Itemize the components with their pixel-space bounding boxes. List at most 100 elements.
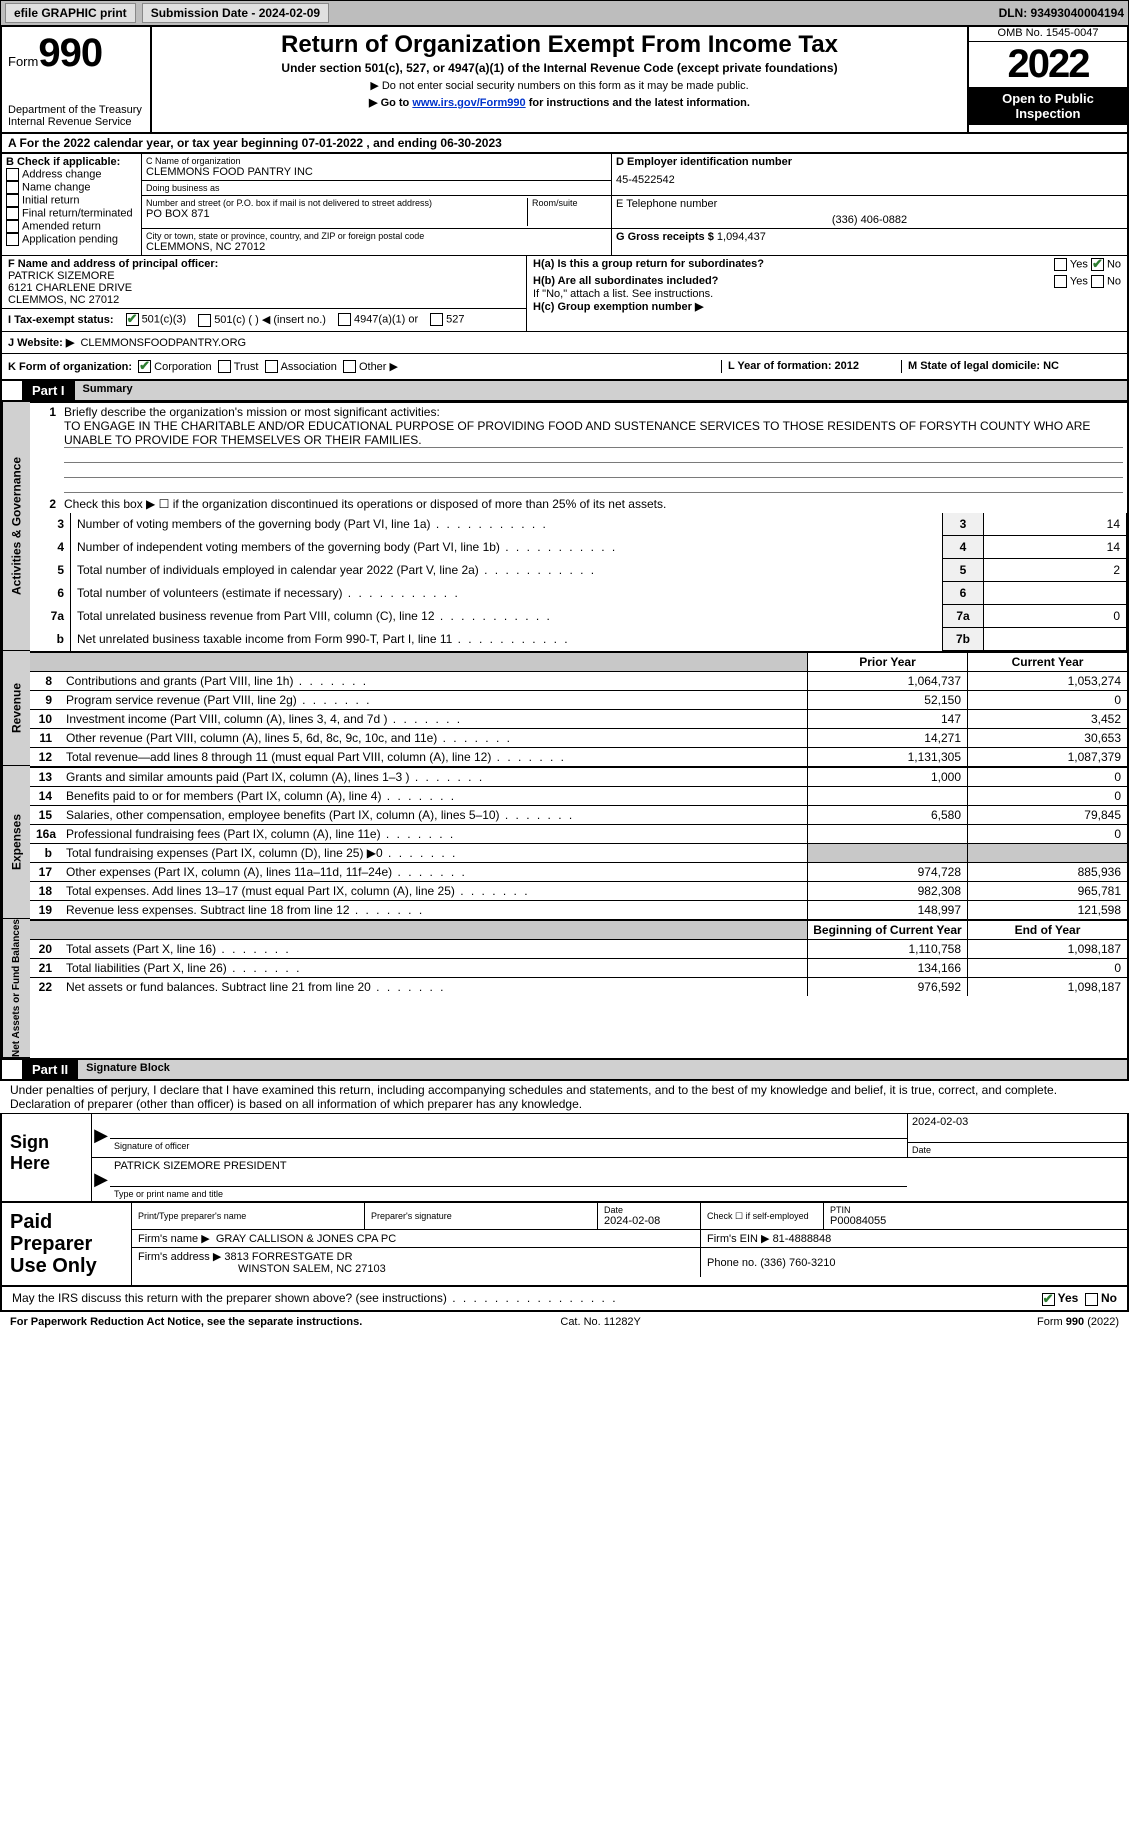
line-desc: Total unrelated business revenue from Pa…: [71, 605, 943, 628]
officer-signature-field[interactable]: [110, 1114, 907, 1139]
line-num: 20: [30, 939, 60, 958]
i-501c[interactable]: 501(c) ( ) ◀ (insert no.): [198, 313, 326, 327]
prior-val: 1,000: [807, 767, 967, 786]
k-assoc[interactable]: Association: [265, 361, 337, 373]
tab-netassets: Net Assets or Fund Balances: [2, 919, 30, 1058]
firm-addr2: WINSTON SALEM, NC 27103: [238, 1263, 386, 1275]
submission-date-button[interactable]: Submission Date - 2024-02-09: [142, 3, 329, 23]
sig-date-label: Date: [908, 1143, 1127, 1157]
line-desc: Total number of individuals employed in …: [71, 559, 943, 582]
i-label: I Tax-exempt status:: [8, 314, 114, 326]
prior-val: [807, 824, 967, 843]
line-num: b: [30, 628, 71, 651]
i-501c3[interactable]: 501(c)(3): [126, 313, 187, 326]
line-val: 2: [984, 559, 1127, 582]
e-phone-value: (336) 406-0882: [616, 214, 1123, 226]
current-val: 3,452: [967, 709, 1127, 728]
discuss-no[interactable]: No: [1085, 1291, 1117, 1305]
prep-check-label[interactable]: Check ☐ if self-employed: [707, 1211, 817, 1222]
form-subtitle: Under section 501(c), 527, or 4947(a)(1)…: [158, 61, 961, 75]
line-val: 14: [984, 536, 1127, 559]
box-b-label: B Check if applicable:: [6, 156, 137, 168]
f-line1: PATRICK SIZEMORE: [8, 270, 115, 282]
current-val: 121,598: [967, 900, 1127, 919]
line-num: 9: [30, 690, 60, 709]
current-val: 1,098,187: [967, 939, 1127, 958]
c-street-value: PO BOX 871: [146, 208, 527, 220]
current-val: 0: [967, 824, 1127, 843]
line-num: 15: [30, 805, 60, 824]
line-num: 7a: [30, 605, 71, 628]
k-other[interactable]: Other ▶: [343, 361, 398, 373]
line-box: 6: [943, 582, 984, 605]
arrow-icon: ▶: [92, 1114, 110, 1157]
b-opt-pending[interactable]: Application pending: [6, 233, 137, 246]
line-num: 22: [30, 977, 60, 996]
line-desc: Grants and similar amounts paid (Part IX…: [60, 767, 807, 786]
c-street-label: Number and street (or P.O. box if mail i…: [146, 198, 527, 208]
h-b-no[interactable]: No: [1091, 275, 1121, 288]
firm-addr1: 3813 FORRESTGATE DR: [224, 1251, 352, 1263]
line-desc: Contributions and grants (Part VIII, lin…: [60, 671, 807, 690]
h-b-yes[interactable]: Yes: [1054, 275, 1088, 288]
k-corp[interactable]: Corporation: [138, 361, 211, 373]
firm-ein-label: Firm's EIN ▶: [707, 1233, 770, 1245]
tax-year: 2022: [969, 42, 1127, 87]
prep-ptin-label: PTIN: [830, 1205, 1121, 1215]
c-room-label: Room/suite: [532, 198, 607, 208]
b-opt-name[interactable]: Name change: [6, 181, 137, 194]
c-city-value: CLEMMONS, NC 27012: [146, 241, 607, 253]
d-ein-value: 45-4522542: [616, 174, 1123, 186]
department-label: Department of the Treasury Internal Reve…: [8, 104, 144, 128]
line-val: 14: [984, 513, 1127, 536]
h-a-yes[interactable]: Yes: [1054, 258, 1088, 271]
efile-print-button[interactable]: efile GRAPHIC print: [5, 3, 136, 23]
firm-ein-value: 81-4888848: [773, 1233, 832, 1245]
officer-sig-label: Signature of officer: [110, 1139, 907, 1153]
omb-number: OMB No. 1545-0047: [969, 27, 1127, 42]
b-opt-address[interactable]: Address change: [6, 168, 137, 181]
h-a-no[interactable]: No: [1091, 258, 1121, 271]
line-box: 7a: [943, 605, 984, 628]
b-opt-initial[interactable]: Initial return: [6, 194, 137, 207]
b-opt-amended[interactable]: Amended return: [6, 220, 137, 233]
prior-val: [807, 786, 967, 805]
i-4947[interactable]: 4947(a)(1) or: [338, 313, 418, 326]
discuss-yes[interactable]: Yes: [1042, 1291, 1079, 1305]
line-num: 6: [30, 582, 71, 605]
declaration-text: Under penalties of perjury, I declare th…: [0, 1081, 1129, 1114]
i-527[interactable]: 527: [430, 313, 464, 326]
phone-value: (336) 760-3210: [760, 1257, 835, 1269]
note-ssn: ▶ Do not enter social security numbers o…: [158, 79, 961, 92]
prep-date-label: Date: [604, 1205, 694, 1215]
current-val: 30,653: [967, 728, 1127, 747]
line-desc: Professional fundraising fees (Part IX, …: [60, 824, 807, 843]
b-opt-final[interactable]: Final return/terminated: [6, 207, 137, 220]
prior-val: 982,308: [807, 881, 967, 900]
current-val: 1,053,274: [967, 671, 1127, 690]
lines-3-7: 3 Number of voting members of the govern…: [30, 513, 1127, 651]
current-val: 0: [967, 767, 1127, 786]
page-footer: For Paperwork Reduction Act Notice, see …: [0, 1312, 1129, 1332]
line-val: 0: [984, 605, 1127, 628]
current-val: 79,845: [967, 805, 1127, 824]
current-val: 0: [967, 786, 1127, 805]
hdr-begin: Beginning of Current Year: [807, 920, 967, 939]
part-ii-tag: Part II: [22, 1060, 78, 1079]
h-c-label: H(c) Group exemption number ▶: [533, 300, 1121, 313]
hdr-current: Current Year: [967, 652, 1127, 671]
firm-addr-label: Firm's address ▶: [138, 1251, 221, 1263]
line-box: 7b: [943, 628, 984, 651]
sig-date-value: 2024-02-03: [908, 1114, 1127, 1143]
open-to-public: Open to Public Inspection: [969, 87, 1127, 125]
current-val: 965,781: [967, 881, 1127, 900]
line-desc: Total fundraising expenses (Part IX, col…: [60, 843, 807, 862]
part-ii-header: Part II Signature Block: [0, 1060, 1129, 1081]
line-num: 16a: [30, 824, 60, 843]
irs-link[interactable]: www.irs.gov/Form990: [412, 97, 525, 109]
part-i-title: Summary: [75, 381, 1127, 400]
part-i-tag: Part I: [22, 381, 75, 400]
k-trust[interactable]: Trust: [218, 361, 259, 373]
website-value: CLEMMONSFOODPANTRY.ORG: [80, 337, 246, 349]
prep-name-label: Print/Type preparer's name: [138, 1211, 358, 1221]
